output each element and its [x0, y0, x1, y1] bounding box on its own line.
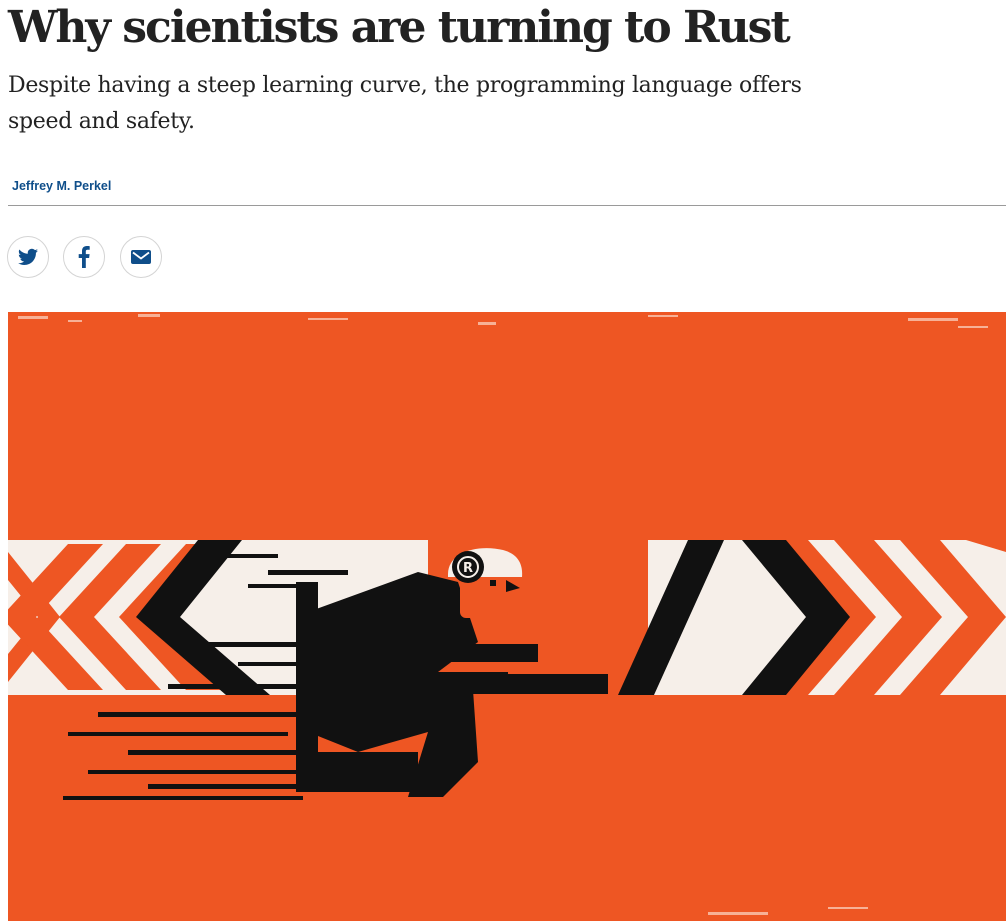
code-brackets	[136, 540, 850, 695]
article-standfirst: Despite having a steep learning curve, t…	[8, 73, 802, 134]
share-email-button[interactable]	[120, 236, 162, 278]
article-headline: Why scientists are turning to Rust	[8, 2, 791, 53]
email-icon	[131, 250, 151, 264]
facebook-icon	[78, 246, 90, 268]
share-facebook-button[interactable]	[63, 236, 105, 278]
hero-illustration: R	[8, 312, 1006, 921]
speed-lines	[63, 554, 348, 800]
runner-figure: R	[296, 548, 608, 797]
svg-text:R: R	[463, 561, 473, 576]
twitter-icon	[18, 248, 38, 265]
share-twitter-button[interactable]	[7, 236, 49, 278]
author-link[interactable]: Jeffrey M. Perkel	[12, 179, 112, 193]
divider	[8, 205, 1006, 206]
